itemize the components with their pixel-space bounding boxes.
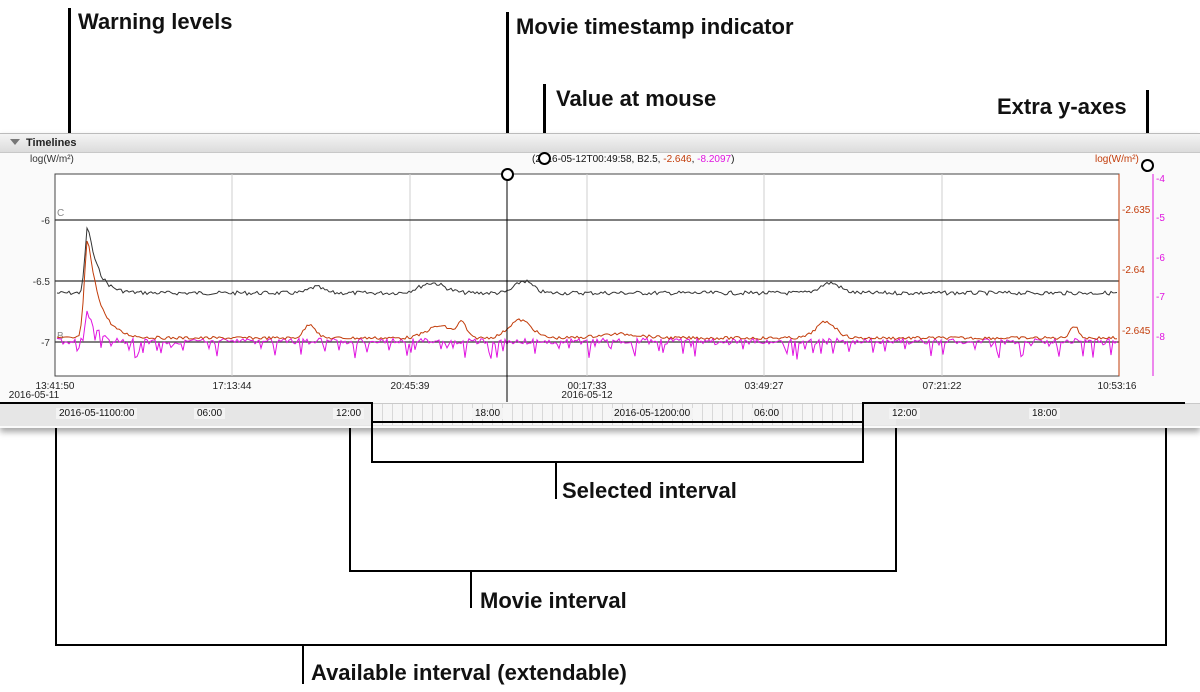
y-axis-label-left: log(W/m²) [30,154,74,165]
leader-extra-y-axes [1146,90,1149,160]
right-tick-red: -2.64 [1122,265,1145,276]
x-tick: 10:53:16 [1098,381,1137,392]
left-y-ticks: -6 -6.5 -7 [33,216,51,349]
available-bracket-left [55,428,57,646]
selected-bracket-top-step-left [371,402,373,422]
x-tick: 17:13:44 [213,381,252,392]
timebar-label: 06:00 [751,408,783,419]
callout-available-interval: Available interval (extendable) [311,660,627,685]
timeline-chart[interactable]: log(W/m²) log(W/m²) (2016-05-12T00:49:58… [0,152,1200,404]
left-tick: -6 [41,216,50,227]
right-tick-magenta: -7 [1156,292,1165,303]
timebar-label: 12:00 [333,408,365,419]
panel-header[interactable]: Timelines [0,133,1200,153]
timebar-label: 2016-05-1100:00 [56,408,138,419]
selected-bracket-bottom [371,461,864,463]
series-red-line [56,240,1118,341]
mouse-value-readout: (2016-05-12T00:49:58, B2.5, -2.646, -8.2… [532,154,734,165]
x-date: 2016-05-12 [561,390,613,401]
panel-title: Timelines [26,137,77,149]
collapse-triangle-icon[interactable] [10,139,20,145]
selected-bracket-stem [555,461,557,499]
timebar-label: 06:00 [194,408,226,419]
x-tick: 07:21:22 [923,381,962,392]
leader-knob-value-at-mouse [538,152,551,165]
right-tick-magenta: -4 [1156,174,1165,185]
x-date: 2016-05-11 [9,390,60,401]
x-tick: 13:41:50 [36,381,75,392]
movie-bracket-right [895,428,897,572]
leader-value-at-mouse [543,84,546,154]
right-tick-magenta: -8 [1156,332,1165,343]
available-interval-timebar[interactable]: 2016-05-1100:00 06:00 12:00 18:00 2016-0… [0,403,1200,426]
selected-bracket-top-right [862,402,1185,404]
right-y-ticks-red: -2.635 -2.64 -2.645 [1122,205,1151,337]
available-bracket-bottom [55,644,1167,646]
callout-movie-interval: Movie interval [480,588,627,613]
leader-knob-movie-timestamp [501,168,514,181]
selected-bracket-top-step-right [862,402,864,422]
leader-knob-extra-y-axes [1141,159,1154,172]
readout-value-magenta: -8.2097 [697,154,731,165]
selected-bracket-right [862,423,864,463]
right-tick-magenta: -6 [1156,253,1165,264]
x-tick: 03:49:27 [745,381,784,392]
series-black-line [56,226,1118,296]
leader-warning-levels [68,8,71,208]
callout-extra-y-axes: Extra y-axes [997,94,1127,119]
right-tick-red: -2.635 [1122,205,1151,216]
selected-bracket-left [371,423,373,463]
y-axis-label-right: log(W/m²) [1095,154,1139,165]
timelines-panel: Timelines log(W/m²) log(W/m²) (2016-05-1… [0,133,1200,428]
selected-bracket-top-left [0,402,372,404]
available-bracket-stem [302,644,304,684]
readout-value-red: -2.646 [663,154,692,165]
movie-bracket-stem [470,570,472,608]
x-tick: 20:45:39 [391,381,430,392]
callout-warning-levels: Warning levels [78,9,233,34]
series-magenta-line [56,310,1118,360]
left-tick: -6.5 [33,277,51,288]
movie-bracket-left [349,428,351,572]
right-tick-magenta: -5 [1156,213,1165,224]
leader-movie-timestamp [506,12,509,170]
warning-letter-c: C [57,208,64,219]
timebar-label: 18:00 [1029,408,1061,419]
timebar-label: 12:00 [889,408,921,419]
available-bracket-right [1165,428,1167,646]
movie-bracket-bottom [349,570,897,572]
x-tick: 00:17:33 [568,381,607,392]
callout-selected-interval: Selected interval [562,478,737,503]
x-axis-ticks: 13:41:50 17:13:44 20:45:39 00:17:33 03:4… [9,381,1137,401]
timebar-label: 2016-05-1200:00 [611,408,694,419]
warning-letter-b: B [57,331,64,342]
callout-movie-timestamp: Movie timestamp indicator [516,14,794,39]
timebar-label: 18:00 [472,408,504,419]
left-tick: -7 [41,338,50,349]
right-tick-red: -2.645 [1122,326,1151,337]
selected-bracket-top-mid [371,421,864,423]
callout-value-at-mouse: Value at mouse [556,86,717,111]
right-y-ticks-magenta: -4 -5 -6 -7 -8 [1156,174,1165,343]
